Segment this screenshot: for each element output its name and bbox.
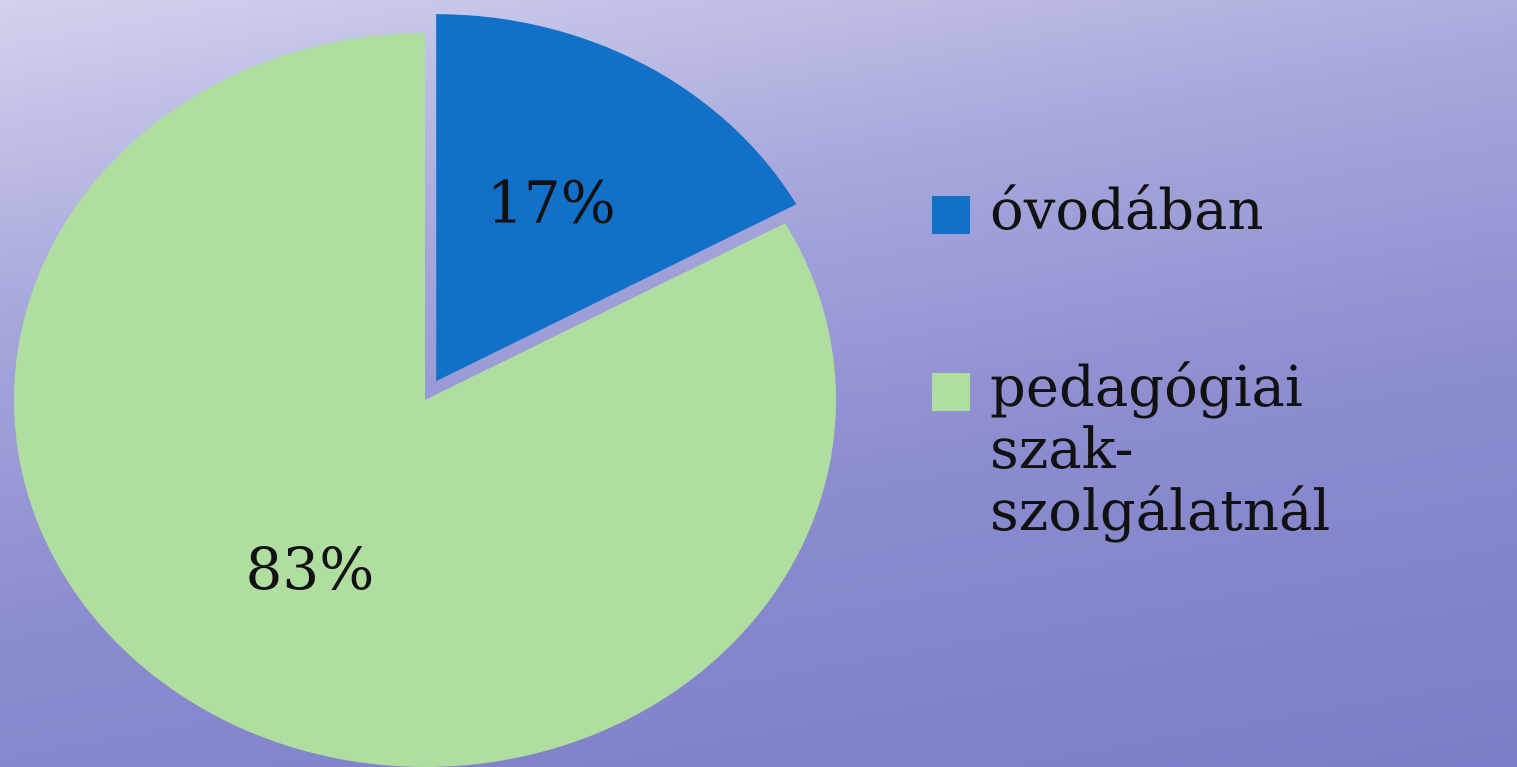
legend-swatch <box>932 373 970 411</box>
data-label: 17% <box>487 168 616 236</box>
legend-label: pedagógiai szak-szolgálatnál <box>990 355 1331 544</box>
legend-item: pedagógiai szak-szolgálatnál <box>932 357 1452 543</box>
pie-slice <box>436 14 797 382</box>
legend-item: óvodában <box>932 180 1452 242</box>
legend-label: óvodában <box>990 178 1264 243</box>
pie-slice <box>14 33 837 767</box>
legend: óvodában pedagógiai szak-szolgálatnál <box>932 180 1452 658</box>
legend-swatch <box>932 196 970 234</box>
data-label: 83% <box>245 535 374 603</box>
